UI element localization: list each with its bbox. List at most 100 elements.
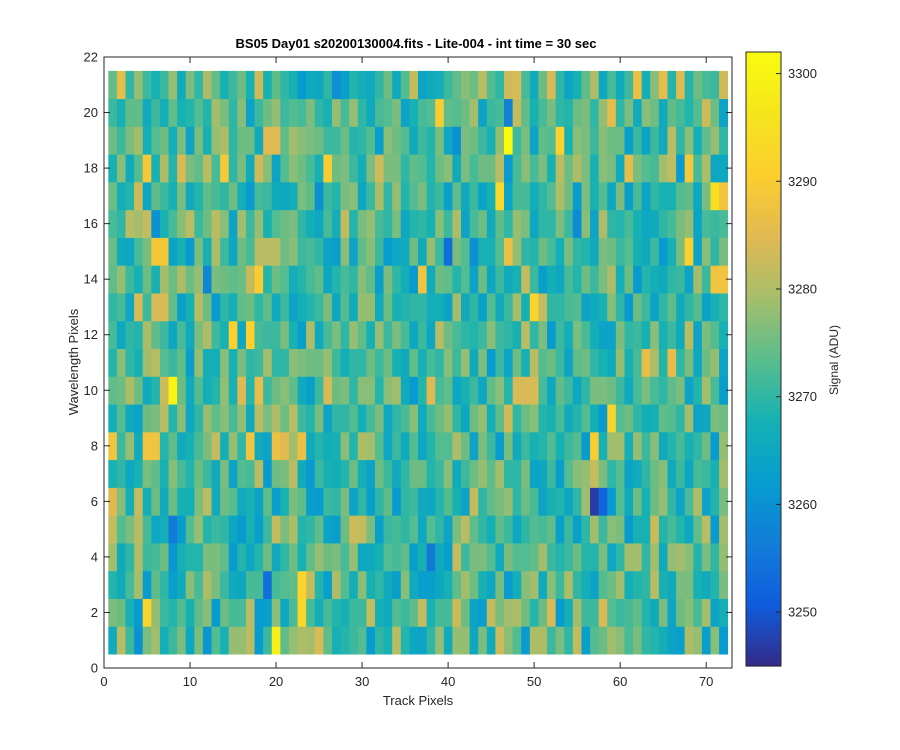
heatmap-cell (486, 293, 496, 322)
heatmap-cell (486, 126, 496, 155)
heatmap-cell (564, 459, 574, 488)
heatmap-cell (245, 237, 255, 266)
heatmap-cell (263, 431, 273, 461)
heatmap-cell (151, 98, 161, 127)
heatmap-cell (125, 404, 135, 433)
heatmap-cell (280, 98, 290, 127)
heatmap-cell (461, 404, 471, 433)
heatmap-cell (409, 348, 419, 377)
heatmap-cell (658, 126, 668, 155)
heatmap-cell (547, 543, 557, 572)
heatmap-cell (185, 348, 195, 377)
plot-area-frame (103, 56, 733, 669)
heatmap-cell (142, 515, 152, 544)
colorbar-segment (746, 517, 781, 524)
heatmap-cell (547, 459, 557, 488)
heatmap-cell (108, 570, 118, 599)
heatmap-cell (314, 154, 324, 183)
heatmap-cell (607, 543, 617, 572)
heatmap-cell (598, 209, 608, 238)
heatmap-cell (177, 320, 187, 350)
heatmap-cell (452, 404, 462, 433)
colorbar-segment (746, 200, 781, 207)
heatmap-cell (667, 293, 677, 322)
heatmap-cell (314, 348, 324, 377)
heatmap-cell (581, 404, 591, 433)
heatmap-cell (237, 126, 247, 155)
heatmap-cell (237, 265, 247, 294)
heatmap-cell (125, 459, 135, 488)
heatmap-cell (633, 598, 643, 627)
heatmap-cell (288, 126, 298, 155)
heatmap-cell (461, 598, 471, 627)
heatmap-cell (529, 209, 539, 238)
heatmap-cell (693, 320, 703, 350)
heatmap-cell (177, 515, 187, 544)
heatmap-cell (564, 237, 574, 266)
heatmap-cell (228, 487, 238, 516)
colorbar-tick-label: 3250 (788, 605, 817, 620)
heatmap-cell (245, 98, 255, 127)
heatmap-cell (676, 348, 686, 377)
x-tick-label: 60 (613, 674, 627, 689)
heatmap-cell (538, 154, 548, 183)
heatmap-cell (521, 98, 531, 127)
heatmap-cell (263, 487, 273, 516)
heatmap-cell (374, 70, 384, 100)
heatmap-cell (254, 598, 264, 627)
heatmap-cell (529, 431, 539, 461)
heatmap-cell (177, 70, 187, 100)
heatmap-cell (202, 626, 212, 655)
heatmap-cell (538, 598, 548, 627)
x-tick-label: 30 (355, 674, 369, 689)
heatmap-cell (547, 320, 557, 350)
colorbar-segment (746, 497, 781, 503)
heatmap-cell (495, 70, 505, 100)
heatmap-cell (443, 598, 453, 627)
heatmap-cell (202, 376, 212, 405)
heatmap-cell (357, 570, 367, 599)
heatmap-cell (134, 293, 144, 322)
heatmap-cell (426, 98, 436, 127)
heatmap-cell (254, 431, 264, 461)
heatmap-cell (615, 487, 625, 516)
heatmap-cell (598, 404, 608, 433)
heatmap-cell (383, 209, 393, 238)
heatmap-cell (701, 515, 711, 544)
heatmap-cell (211, 487, 221, 516)
heatmap-cell (641, 543, 651, 572)
heatmap-cell (486, 237, 496, 266)
heatmap-cell (177, 404, 187, 433)
heatmap-cell (159, 543, 169, 572)
heatmap-cell (306, 126, 316, 155)
colorbar-segment (746, 215, 781, 222)
colorbar-segment (746, 568, 781, 575)
heatmap-cell (280, 265, 290, 294)
heatmap-cell (400, 404, 410, 433)
heatmap-cell (237, 98, 247, 127)
heatmap-cell (607, 126, 617, 155)
heatmap-cell (383, 265, 393, 294)
heatmap-cell (177, 376, 187, 405)
heatmap-cell (245, 570, 255, 599)
heatmap-cell (461, 265, 471, 294)
heatmap-cell (701, 459, 711, 488)
heatmap-cell (383, 404, 393, 433)
colorbar-segment (746, 333, 781, 340)
heatmap-cell (486, 265, 496, 294)
heatmap-cell (461, 431, 471, 461)
heatmap-cell (547, 376, 557, 405)
heatmap-cell (469, 126, 479, 155)
heatmap-cell (263, 154, 273, 183)
heatmap-cell (297, 570, 307, 599)
heatmap-cell (667, 154, 677, 183)
heatmap-cell (418, 431, 427, 461)
heatmap-cell (598, 570, 608, 599)
y-axis-label: Wavelength Pixels (66, 308, 81, 415)
heatmap-cell (469, 209, 479, 238)
heatmap-cell (323, 598, 333, 627)
heatmap-cell (366, 237, 376, 266)
heatmap-cell (142, 459, 152, 488)
